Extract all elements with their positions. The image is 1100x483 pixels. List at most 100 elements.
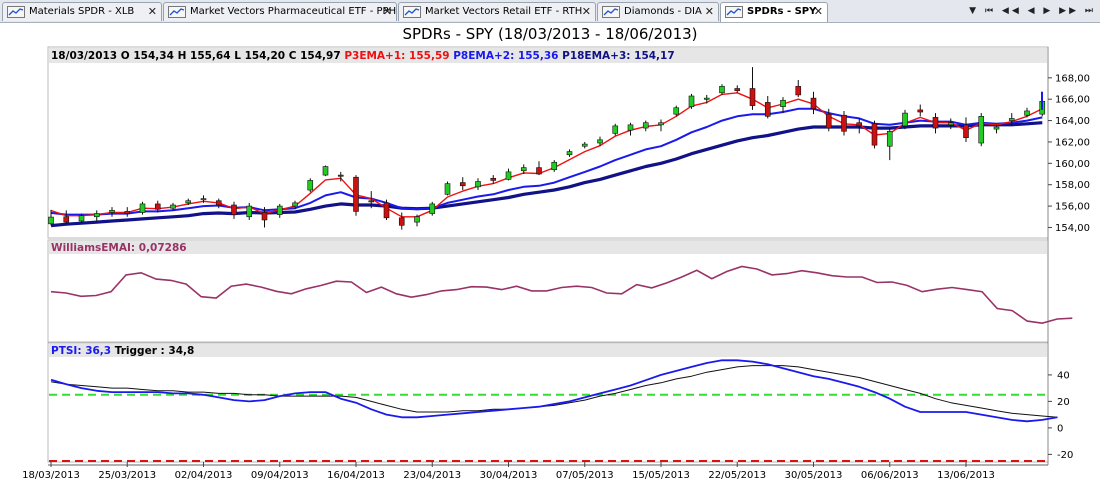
close-icon[interactable]: ✕ — [704, 5, 714, 18]
candle — [78, 213, 85, 224]
info-o-label: O — [121, 50, 134, 62]
candle — [734, 85, 741, 93]
candle — [93, 210, 100, 222]
price-y-tick-label: 164,00 — [1055, 116, 1090, 127]
candle — [429, 201, 436, 216]
candle-body — [993, 126, 1000, 130]
x-axis-tick-label: 18/03/2013 — [22, 470, 80, 481]
candle — [292, 200, 298, 210]
close-icon[interactable]: ✕ — [147, 5, 157, 18]
candle — [581, 141, 588, 149]
tab-spdrs-spy[interactable]: SPDRs - SPY ✕ — [720, 2, 828, 22]
candle-body — [353, 176, 359, 212]
candle — [856, 118, 863, 134]
info-ema2-value: 155,36 — [518, 50, 562, 62]
candle — [353, 175, 359, 216]
candle-body — [124, 211, 131, 214]
candle — [231, 201, 237, 219]
tab-diamonds-dia[interactable]: Diamonds - DIA ✕ — [597, 2, 719, 21]
ptsi-y-tick-label: -20 — [1057, 450, 1073, 461]
tab-navigation[interactable]: ▼ ⏮ ◀◀ ◀ ▶ ▶▶ ⏭ — [969, 6, 1096, 16]
candle-body — [368, 200, 375, 203]
candle — [978, 113, 985, 147]
info-l-label: L — [234, 50, 244, 62]
candle-body — [719, 86, 725, 94]
candle — [398, 212, 405, 230]
candle-body — [810, 97, 817, 110]
info-ema1-label: P3EMA+1: — [344, 50, 409, 62]
candle-body — [978, 116, 985, 144]
candle-body — [642, 122, 649, 129]
candle-body — [1024, 110, 1030, 116]
candle — [673, 105, 680, 117]
candle-body — [231, 204, 237, 215]
candle — [109, 207, 115, 217]
candle — [459, 177, 466, 191]
candle-body — [841, 114, 847, 132]
tab-market-vectors-retail-etf-rth[interactable]: Market Vectors Retail ETF - RTH ✕ — [398, 2, 596, 21]
candle — [185, 198, 192, 206]
ptsi-y-tick-label: 40 — [1057, 370, 1070, 381]
price-y-tick-label: 160,00 — [1055, 159, 1090, 170]
candle-body — [658, 122, 664, 126]
info-date: 18/03/2013 — [51, 50, 121, 62]
ptsi-line — [50, 359, 1058, 423]
tab-market-vectors-pharmaceutical-etf-pph[interactable]: Market Vectors Pharmaceutical ETF - PPH … — [163, 2, 397, 21]
williams-ema-line — [50, 265, 1073, 325]
x-axis-tick-label: 30/04/2013 — [480, 470, 538, 481]
candle — [749, 67, 756, 110]
candle-body — [581, 143, 588, 147]
panel-frame — [47, 342, 1049, 463]
candle — [48, 209, 54, 226]
candle-body — [48, 216, 54, 225]
candle-body — [444, 183, 451, 195]
candle — [886, 128, 893, 161]
candle-body — [322, 166, 329, 176]
candle-body — [520, 167, 527, 172]
info-c-label: C — [289, 50, 300, 62]
tab-materials-spdr-xlb[interactable]: Materials SPDR - XLB ✕ — [2, 2, 162, 21]
candle-body — [505, 171, 512, 180]
candle-body — [673, 107, 680, 115]
tab-label: SPDRs - SPY — [747, 6, 817, 17]
candle-body — [429, 203, 436, 214]
candle — [719, 84, 725, 95]
chart-icon — [725, 6, 743, 18]
candle — [566, 149, 573, 157]
candle — [871, 120, 878, 149]
x-axis-tick-label: 07/05/2013 — [556, 470, 614, 481]
candle-body — [414, 216, 420, 223]
candle-body — [551, 161, 558, 171]
candle-body — [246, 205, 253, 218]
candle-body — [795, 86, 802, 96]
x-axis-tick-label: 13/06/2013 — [937, 470, 995, 481]
close-icon[interactable]: ✕ — [382, 5, 392, 18]
candle — [276, 203, 283, 218]
ptsi-y-tick-label: 0 — [1057, 423, 1063, 434]
tab-label: Market Vectors Retail ETF - RTH — [425, 6, 583, 17]
candle-body — [825, 113, 832, 129]
candle-body — [261, 212, 268, 221]
candle — [444, 181, 451, 196]
candle-body — [902, 112, 908, 127]
candle — [520, 164, 527, 175]
candle — [627, 122, 634, 136]
candle — [780, 97, 786, 114]
close-icon[interactable]: ✕ — [581, 5, 591, 18]
candle-body — [597, 139, 603, 144]
close-icon[interactable]: ✕ — [813, 5, 823, 18]
tab-bar: Materials SPDR - XLB ✕ Market Vectors Ph… — [0, 0, 1100, 23]
info-ema3-label: P18EMA+3: — [562, 50, 634, 62]
info-l-value: 154,20 — [245, 50, 289, 62]
candle — [322, 165, 329, 177]
candle-body — [398, 217, 405, 226]
candle — [383, 199, 390, 220]
x-axis-tick-label: 25/03/2013 — [98, 470, 156, 481]
candle — [307, 178, 314, 193]
x-axis-tick-label: 09/04/2013 — [251, 470, 309, 481]
info-ema3-value: 154,17 — [634, 50, 675, 62]
candle-body — [1008, 118, 1015, 121]
trigger-label-value: 34,8 — [168, 345, 194, 357]
candle-body — [276, 205, 283, 215]
candle-body — [612, 125, 619, 134]
